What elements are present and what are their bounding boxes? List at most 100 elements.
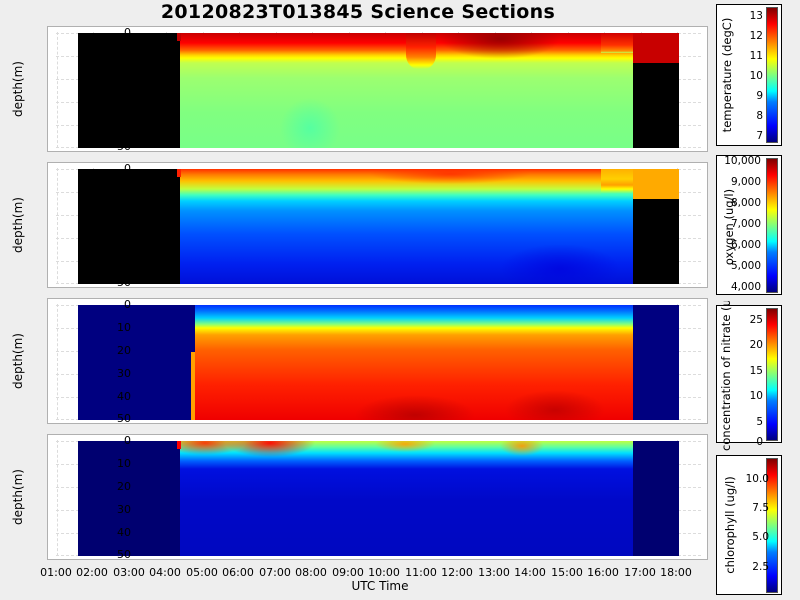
y-tick-label: 40	[117, 526, 131, 539]
y-axis-label: depth(m)	[11, 197, 25, 253]
x-tick-label: 13:00	[478, 566, 510, 579]
x-tick-label: 07:00	[259, 566, 291, 579]
x-tick-label: 11:00	[405, 566, 437, 579]
x-tick-label: 04:00	[149, 566, 181, 579]
y-tick-label: 40	[117, 118, 131, 131]
colorbar-label: concentration of nitrate (uM)	[719, 301, 733, 451]
y-tick-label: 20	[117, 344, 131, 357]
colorbar-tick-label: 8,000	[730, 197, 761, 209]
x-tick-label: 06:00	[222, 566, 254, 579]
y-axis-label: depth(m)	[11, 333, 25, 389]
colorbar-tick-label: 11	[749, 50, 763, 62]
nitrate-heatmap	[195, 305, 633, 420]
colorbar-tick-label: 5,000	[730, 260, 761, 272]
oxygen-heatmap	[180, 169, 633, 284]
x-tick-label: 08:00	[295, 566, 327, 579]
oxygen-heatmap-surface	[601, 169, 633, 195]
chlorophyll-panel	[47, 434, 708, 560]
y-axis-label: depth(m)	[11, 469, 25, 525]
y-tick-label: 30	[117, 231, 131, 244]
colorbar-tick-label: 7.5	[752, 502, 769, 514]
x-tick-label: 09:00	[332, 566, 364, 579]
x-tick-label: 18:00	[660, 566, 692, 579]
y-tick-label: 0	[124, 162, 131, 175]
y-tick-label: 0	[124, 26, 131, 39]
colorbar-tick-label: 9	[756, 90, 763, 102]
no-data-region	[78, 169, 180, 284]
oxygen-panel	[47, 162, 708, 288]
colorbar-tick-label: 10,000	[724, 155, 761, 167]
no-data-region	[78, 33, 180, 148]
y-tick-label: 30	[117, 503, 131, 516]
y-tick-label: 20	[117, 480, 131, 493]
temperature-colorbar: 13 12 11 10 9 8 7 temperature (degC)	[716, 4, 782, 146]
temperature-panel	[47, 26, 708, 152]
colorbar-tick-label: 10	[749, 70, 763, 82]
colorbar-tick-label: 10	[749, 390, 763, 402]
colorbar-tick-label: 7,000	[730, 218, 761, 230]
x-tick-label: 10:00	[368, 566, 400, 579]
colorbar-tick-label: 9,000	[730, 176, 761, 188]
x-tick-label: 01:00	[40, 566, 72, 579]
colorbar-label: temperature (degC)	[720, 17, 734, 133]
colorbar-gradient	[766, 158, 778, 293]
oxygen-heatmap-surface	[633, 169, 679, 199]
y-tick-label: 50	[117, 412, 131, 425]
grid-line	[57, 32, 58, 148]
x-tick-label: 17:00	[624, 566, 656, 579]
y-tick-label: 0	[124, 434, 131, 447]
temperature-plot-area	[56, 32, 701, 148]
chlorophyll-heatmap-edge	[177, 441, 181, 449]
temperature-heatmap-surface	[601, 33, 633, 53]
oxygen-colorbar: 10,000 9,000 8,000 7,000 6,000 5,000 4,0…	[716, 155, 782, 295]
colorbar-tick-label: 5.0	[752, 531, 769, 543]
no-data-region	[633, 305, 679, 420]
no-data-region	[633, 441, 679, 556]
chart-title: 20120823T013845 Science Sections	[160, 1, 556, 23]
colorbar-gradient	[766, 308, 778, 441]
x-tick-label: 02:00	[76, 566, 108, 579]
x-tick-label: 03:00	[113, 566, 145, 579]
colorbar-tick-label: 10.0	[745, 473, 769, 485]
colorbar-tick-label: 5	[756, 416, 763, 428]
grid-line	[57, 168, 58, 284]
y-tick-label: 50	[117, 140, 131, 153]
colorbar-tick-label: 6,000	[730, 239, 761, 251]
colorbar-label: oxygen (ug/l)	[722, 188, 736, 266]
temperature-heatmap-edge	[177, 33, 181, 41]
colorbar-tick-label: 15	[749, 365, 763, 377]
colorbar-tick-label: 2.5	[752, 561, 769, 573]
x-tick-label: 12:00	[441, 566, 473, 579]
grid-line	[57, 440, 58, 556]
temperature-heatmap-surface	[633, 33, 679, 63]
colorbar-tick-label: 20	[749, 339, 763, 351]
y-tick-label: 10	[117, 457, 131, 470]
x-axis-label: UTC Time	[351, 579, 409, 593]
colorbar-tick-label: 13	[749, 10, 763, 22]
x-tick-label: 05:00	[186, 566, 218, 579]
x-tick-label: 14:00	[514, 566, 546, 579]
colorbar-tick-label: 4,000	[730, 281, 761, 293]
colorbar-tick-label: 25	[749, 314, 763, 326]
y-axis-label: depth(m)	[11, 61, 25, 117]
y-tick-label: 20	[117, 72, 131, 85]
y-tick-label: 30	[117, 367, 131, 380]
y-tick-label: 50	[117, 276, 131, 289]
y-tick-label: 10	[117, 49, 131, 62]
x-tick-label: 15:00	[551, 566, 583, 579]
temperature-heatmap-feature	[406, 33, 436, 69]
oxygen-heatmap-edge	[177, 169, 181, 177]
colorbar-tick-label: 7	[756, 130, 763, 142]
colorbar-gradient	[766, 458, 778, 593]
nitrate-heatmap-edge	[191, 352, 195, 420]
colorbar-tick-label: 8	[756, 110, 763, 122]
colorbar-label: chlorophyll (ug/l)	[723, 476, 737, 574]
y-tick-label: 0	[124, 298, 131, 311]
y-tick-label: 20	[117, 208, 131, 221]
chlorophyll-heatmap	[180, 441, 633, 556]
y-tick-label: 10	[117, 321, 131, 334]
colorbar-tick-label: 12	[749, 30, 763, 42]
nitrate-panel	[47, 298, 708, 424]
no-data-region	[633, 199, 679, 284]
no-data-region	[78, 441, 180, 556]
